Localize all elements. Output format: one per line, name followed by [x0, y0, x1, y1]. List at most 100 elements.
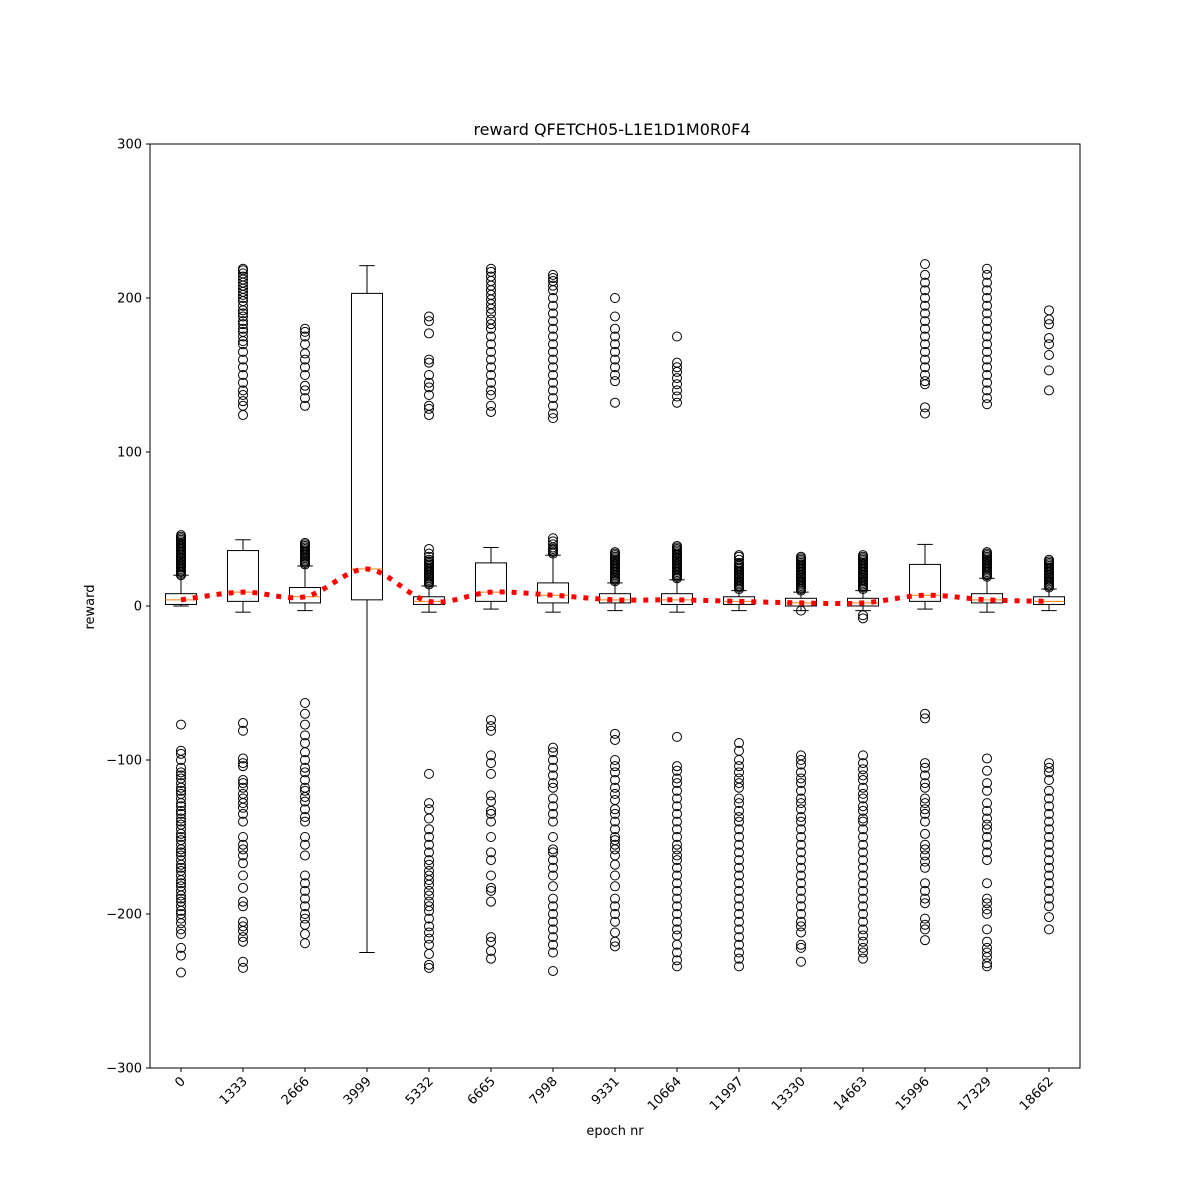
outlier-point [238, 832, 248, 842]
outlier-point [238, 323, 248, 334]
outlier-point [486, 870, 496, 881]
outlier-point [610, 323, 620, 334]
outlier-point [796, 927, 806, 938]
outlier-point [486, 377, 496, 388]
outlier-point [486, 885, 496, 896]
outlier-point [176, 859, 186, 870]
outlier-point [238, 962, 248, 973]
outlier-point [486, 385, 496, 396]
outlier-point [982, 936, 992, 947]
box-iqr [1033, 596, 1065, 605]
outlier-point [300, 893, 310, 904]
outlier-point [610, 788, 620, 799]
outlier-point [920, 913, 930, 924]
outlier-point [920, 362, 930, 373]
outlier-point [610, 844, 620, 855]
outlier-point [300, 938, 310, 949]
outlier-point [610, 909, 620, 919]
outlier-point [920, 713, 930, 724]
outlier-point [610, 370, 620, 380]
outlier-point [982, 285, 992, 296]
outlier-point [610, 901, 620, 912]
outlier-point [424, 847, 434, 858]
outlier-point [176, 813, 186, 824]
outlier-point [734, 557, 744, 568]
outlier-point [486, 932, 496, 943]
outlier-point [424, 370, 434, 380]
outlier-point [920, 339, 930, 350]
outlier-point [486, 953, 496, 964]
outlier-point [176, 782, 186, 793]
outlier-point [734, 862, 744, 873]
outlier-point [734, 885, 744, 896]
outlier-point [548, 742, 558, 753]
outlier-point [176, 918, 186, 929]
outlier-point [610, 936, 620, 947]
outlier-point [486, 721, 496, 732]
outlier-point [548, 308, 558, 319]
outlier-point [1044, 785, 1054, 796]
outlier-point [300, 385, 310, 396]
outlier-point [424, 357, 434, 368]
outlier-point [238, 400, 248, 411]
outlier-point [858, 924, 868, 935]
outlier-point [920, 878, 930, 889]
outlier-point [672, 850, 682, 861]
outlier-point [548, 331, 558, 342]
outlier-point [858, 942, 868, 953]
outlier-point [1044, 901, 1054, 912]
outlier-point [796, 942, 806, 953]
outlier-point [1044, 847, 1054, 858]
outlier-point [176, 885, 186, 896]
outlier-point [796, 816, 806, 827]
outlier-point [486, 816, 496, 827]
outlier-point [920, 259, 930, 270]
outlier-point [300, 708, 310, 719]
outlier-point [548, 862, 558, 873]
outlier-point [176, 844, 186, 855]
outlier-point [858, 813, 868, 824]
outlier-point [238, 858, 248, 869]
outlier-point [300, 747, 310, 758]
outlier-point [548, 400, 558, 411]
outlier-point [548, 316, 558, 327]
outlier-point [920, 402, 930, 413]
outlier-point [424, 824, 434, 835]
outlier-point [920, 331, 930, 342]
outlier-point [982, 813, 992, 824]
outlier-point [238, 839, 248, 850]
outlier-point [300, 537, 310, 548]
outlier-point [548, 533, 558, 544]
outlier-point [796, 956, 806, 967]
outlier-point [796, 909, 806, 919]
outlier-point [672, 893, 682, 904]
outlier-point [734, 870, 744, 881]
outlier-point [486, 882, 496, 893]
outlier-point [920, 898, 930, 909]
outlier-point [734, 924, 744, 935]
outlier-point [610, 893, 620, 904]
outlier-point [238, 300, 248, 311]
outlier-point [300, 832, 310, 842]
outlier-point [920, 354, 930, 365]
outlier-point [238, 326, 248, 337]
outlier-point [672, 808, 682, 819]
outlier-point [982, 778, 992, 789]
outlier-point [1044, 893, 1054, 904]
outlier-point [1044, 816, 1054, 827]
outlier-point [238, 308, 248, 319]
outlier-point [920, 300, 930, 311]
outlier-point [734, 738, 744, 749]
outlier-point [920, 850, 930, 861]
outlier-point [300, 354, 310, 365]
outlier-point [920, 376, 930, 387]
outlier-point [796, 885, 806, 896]
outlier-point [176, 924, 186, 935]
outlier-point [238, 896, 248, 907]
outlier-point [920, 323, 930, 334]
chart-title: reward QFETCH05-L1E1D1M0R0F4 [473, 120, 750, 139]
outlier-point [1044, 885, 1054, 896]
outlier-point [796, 804, 806, 815]
outlier-point [176, 855, 186, 866]
outlier-point [796, 855, 806, 866]
